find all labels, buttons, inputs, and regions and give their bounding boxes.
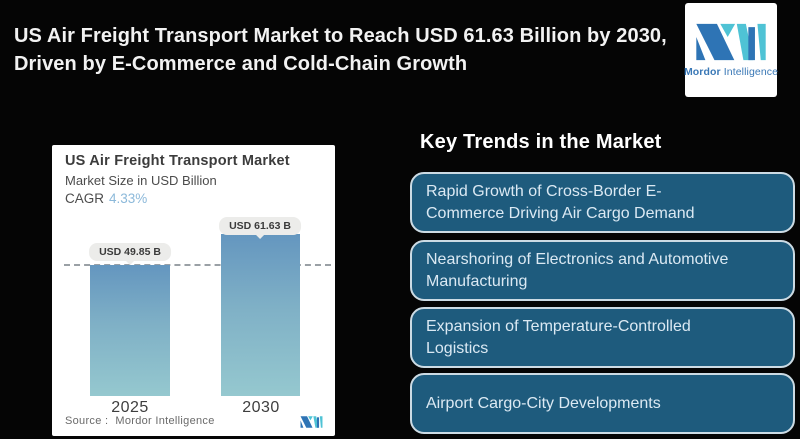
trend-card-2: Nearshoring of Electronics and Automotiv… — [410, 240, 795, 301]
source-label: Source : — [65, 415, 109, 427]
source-value: Mordor Intelligence — [115, 415, 215, 427]
cagr-value: 4.33% — [109, 191, 148, 206]
axis-label-2030: 2030 — [242, 399, 280, 416]
trend-card-3-label: Expansion of Temperature-Controlled Logi… — [426, 318, 691, 357]
brand-wordmark: Mordor Intelligence — [684, 66, 778, 78]
cagr-label: CAGR — [65, 191, 105, 206]
bar-2030 — [221, 234, 300, 396]
value-label-2030: USD 61.63 B — [219, 217, 301, 235]
trend-card-2-label: Nearshoring of Electronics and Automotiv… — [426, 251, 729, 290]
bar-2025 — [90, 265, 170, 396]
source-line: Source : Mordor Intelligence — [65, 415, 215, 427]
cagr-line: CAGR 4.33% — [65, 191, 147, 206]
trend-card-4-label: Airport Cargo-City Developments — [426, 394, 661, 412]
trend-card-4: Airport Cargo-City Developments — [410, 373, 795, 434]
trend-card-3: Expansion of Temperature-Controlled Logi… — [410, 307, 795, 368]
market-chart-card: US Air Freight Transport Market Market S… — [52, 145, 335, 436]
chart-subtitle: Market Size in USD Billion — [65, 173, 217, 188]
page-title: US Air Freight Transport Market to Reach… — [14, 22, 674, 78]
value-label-2025: USD 49.85 B — [89, 243, 171, 261]
trend-card-1: Rapid Growth of Cross-Border E- Commerce… — [410, 172, 795, 233]
trend-card-1-label: Rapid Growth of Cross-Border E- Commerce… — [426, 183, 695, 222]
page-title-line2: Driven by E-Commerce and Cold-Chain Grow… — [14, 53, 468, 75]
reference-dashed-line — [64, 264, 331, 266]
mini-brand-logo-icon — [300, 416, 323, 428]
axis-label-2025: 2025 — [111, 399, 149, 416]
chart-title: US Air Freight Transport Market — [65, 153, 290, 169]
page-title-line1: US Air Freight Transport Market to Reach… — [14, 25, 667, 47]
mordor-intelligence-logo-icon — [696, 23, 766, 61]
brand-name-bold: Mordor — [683, 66, 721, 78]
brand-name-light: Intelligence — [723, 66, 779, 78]
key-trends-heading: Key Trends in the Market — [420, 131, 662, 153]
brand-logo: Mordor Intelligence — [684, 3, 778, 97]
